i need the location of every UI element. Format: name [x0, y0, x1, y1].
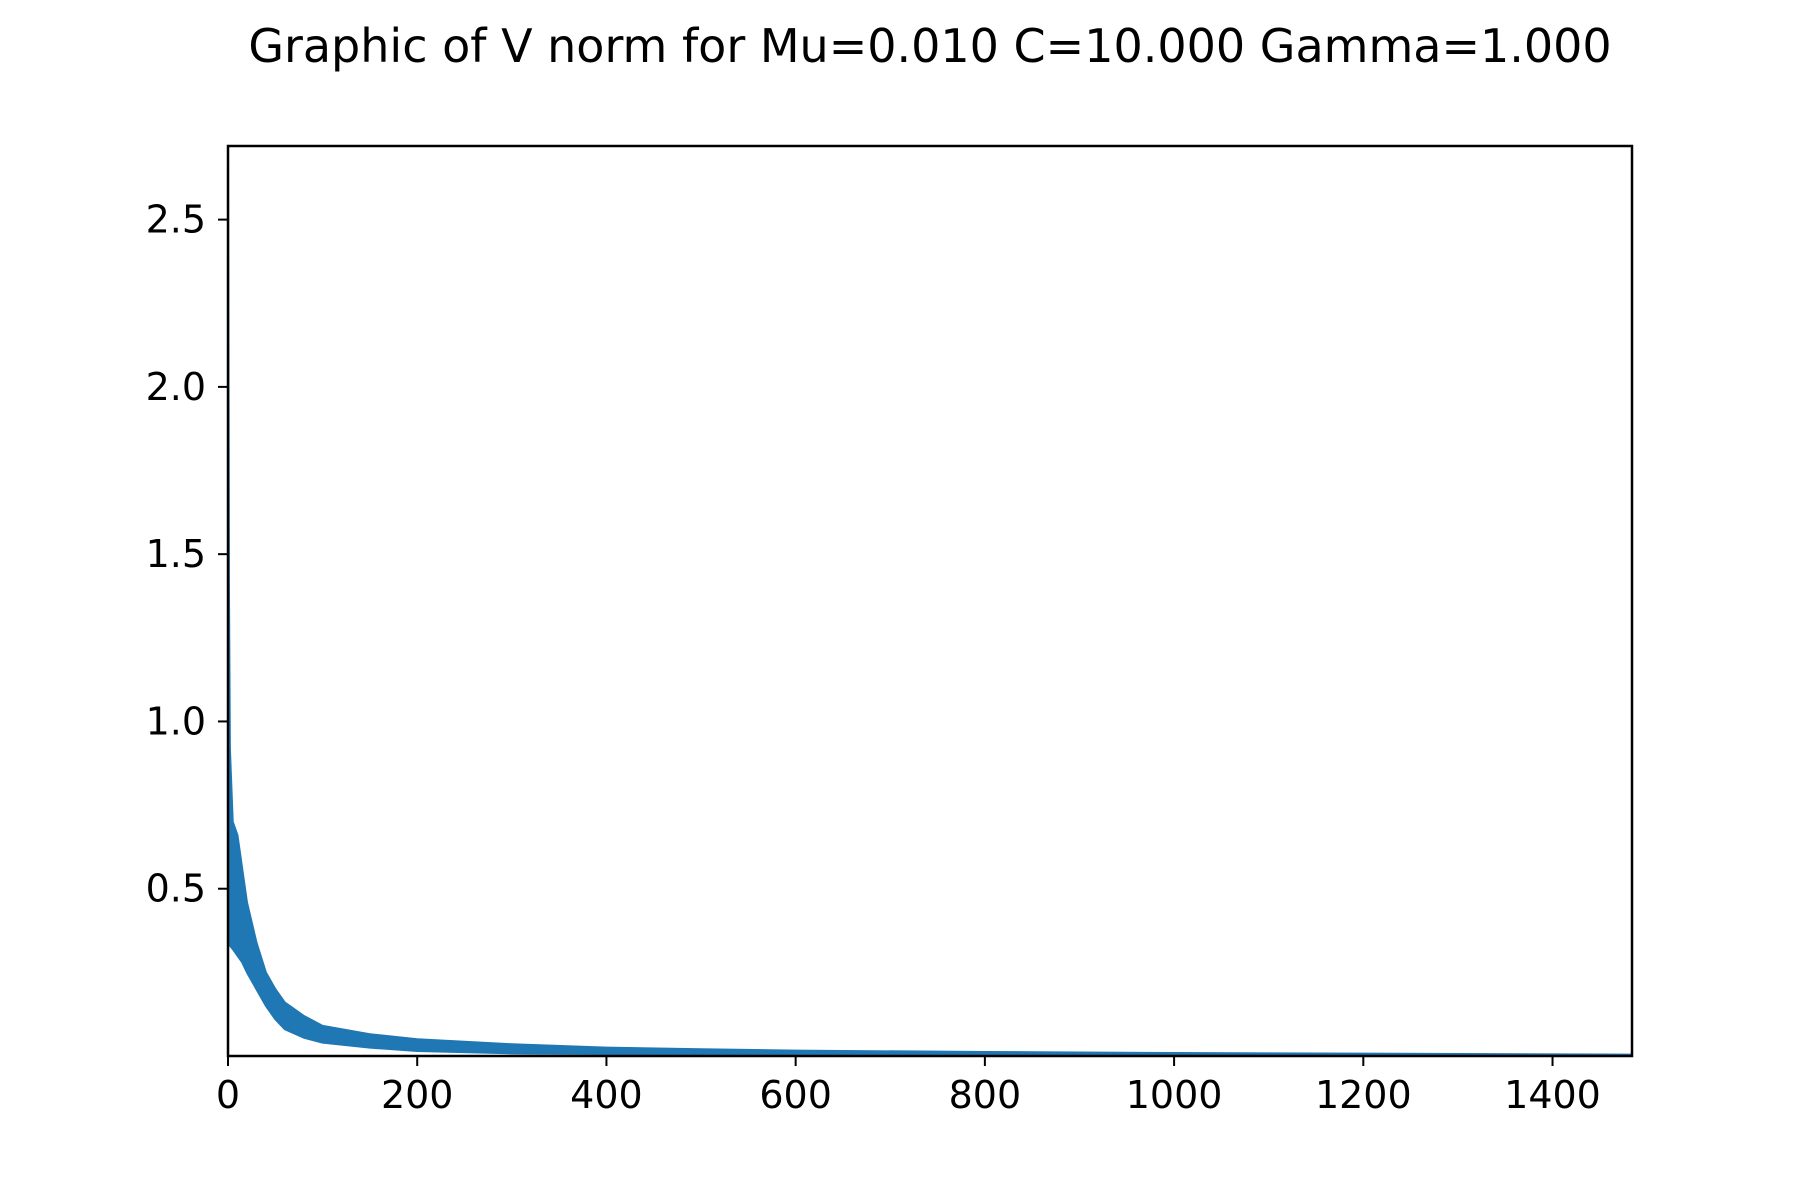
y-tick-label: 1.5 [146, 532, 206, 576]
x-tick-label: 1000 [1126, 1073, 1223, 1117]
y-tick-label: 1.0 [146, 699, 206, 743]
x-tick-label: 800 [949, 1073, 1022, 1117]
x-tick-label: 1400 [1504, 1073, 1601, 1117]
y-tick-label: 2.0 [146, 365, 206, 409]
x-tick-label: 1200 [1315, 1073, 1412, 1117]
x-tick-label: 400 [570, 1073, 643, 1117]
series-layer [228, 146, 1632, 1056]
x-tick-label: 600 [759, 1073, 832, 1117]
x-tick-label: 0 [216, 1073, 240, 1117]
x-tick-label: 200 [381, 1073, 454, 1117]
y-tick-label: 2.5 [146, 198, 206, 242]
axes-layer: 0 200 400 600 800 1000 1200 1400 0.5 1.0 1.5 2.0 2.5 [146, 198, 1601, 1117]
series-band-0 [228, 146, 1632, 1056]
plot-area-frame [226, 144, 1634, 1058]
chart-title: Graphic of V norm for Mu=0.010 C=10.000 … [248, 19, 1611, 73]
y-tick-label: 0.5 [146, 867, 206, 911]
